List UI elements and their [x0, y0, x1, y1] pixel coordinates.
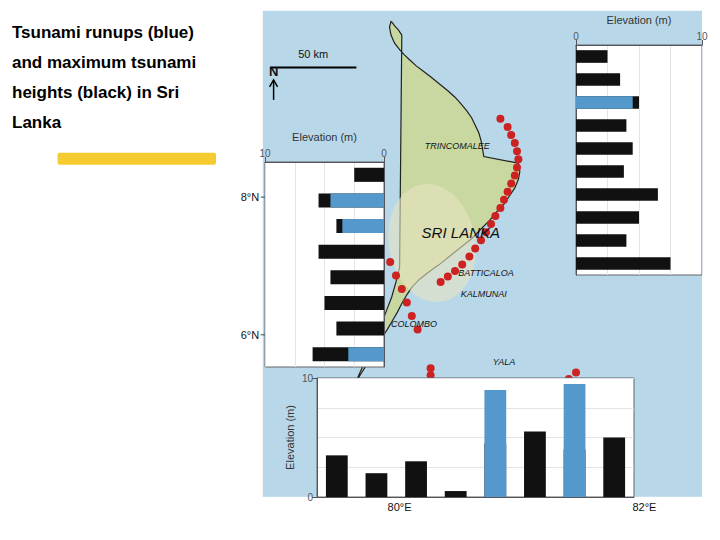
svg-text:TRINCOMALEE: TRINCOMALEE: [425, 141, 491, 151]
svg-text:COLOMBO: COLOMBO: [391, 319, 437, 329]
svg-text:Lanka: Lanka: [12, 113, 62, 132]
svg-text:82°E: 82°E: [632, 501, 656, 513]
svg-text:0: 0: [573, 31, 579, 42]
svg-text:6°N: 6°N: [241, 329, 260, 341]
svg-text:BATTICALOA: BATTICALOA: [458, 268, 513, 278]
svg-text:N: N: [269, 64, 278, 79]
svg-text:Elevation (m): Elevation (m): [284, 405, 296, 470]
svg-text:Elevation (m): Elevation (m): [607, 14, 672, 26]
svg-text:heights (black) in Sri: heights (black) in Sri: [12, 83, 179, 102]
svg-text:50 km: 50 km: [298, 48, 328, 60]
svg-text:Elevation (m): Elevation (m): [292, 131, 357, 143]
svg-text:8°N: 8°N: [241, 191, 260, 203]
svg-text:SRI LANKA: SRI LANKA: [422, 224, 500, 241]
svg-text:10: 10: [696, 31, 708, 42]
svg-text:10: 10: [302, 373, 314, 384]
svg-text:KALMUNAI: KALMUNAI: [461, 289, 508, 299]
svg-text:10: 10: [259, 148, 271, 159]
svg-text:80°E: 80°E: [388, 501, 412, 513]
svg-text:0: 0: [381, 148, 387, 159]
svg-text:Tsunami runups (blue): Tsunami runups (blue): [12, 23, 194, 42]
svg-text:YALA: YALA: [493, 357, 516, 367]
svg-text:0: 0: [307, 492, 313, 503]
svg-text:and maximum tsunami: and maximum tsunami: [12, 53, 196, 72]
